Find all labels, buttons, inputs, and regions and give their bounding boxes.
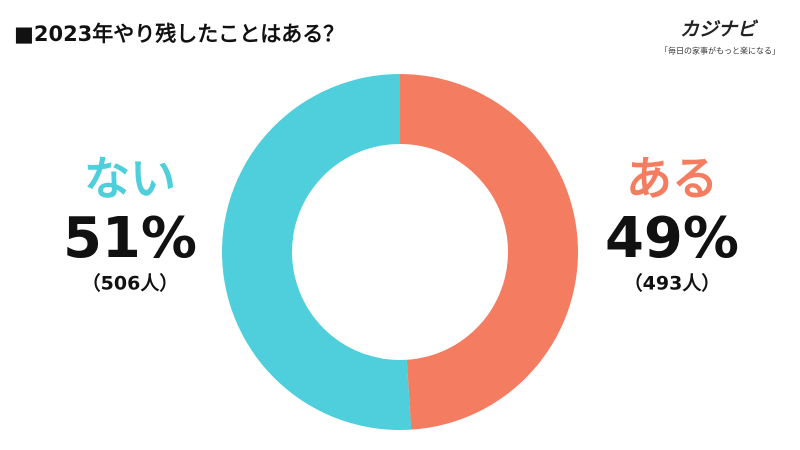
chart-title: ■2023年やり残したことはある？ xyxy=(14,22,344,46)
donut-slice xyxy=(400,74,578,430)
count-label: （493人） xyxy=(624,272,721,295)
category-label: ある xyxy=(626,152,718,206)
brand-name: カジナビ xyxy=(680,19,759,41)
brand-tagline: 「毎日の家事がもっと楽になる」 xyxy=(660,46,780,56)
donut-slice xyxy=(221,74,412,430)
value-label: 49% xyxy=(605,206,739,271)
value-label: 51% xyxy=(63,206,197,271)
category-label: ない xyxy=(84,152,176,206)
count-label: （506人） xyxy=(82,272,179,295)
